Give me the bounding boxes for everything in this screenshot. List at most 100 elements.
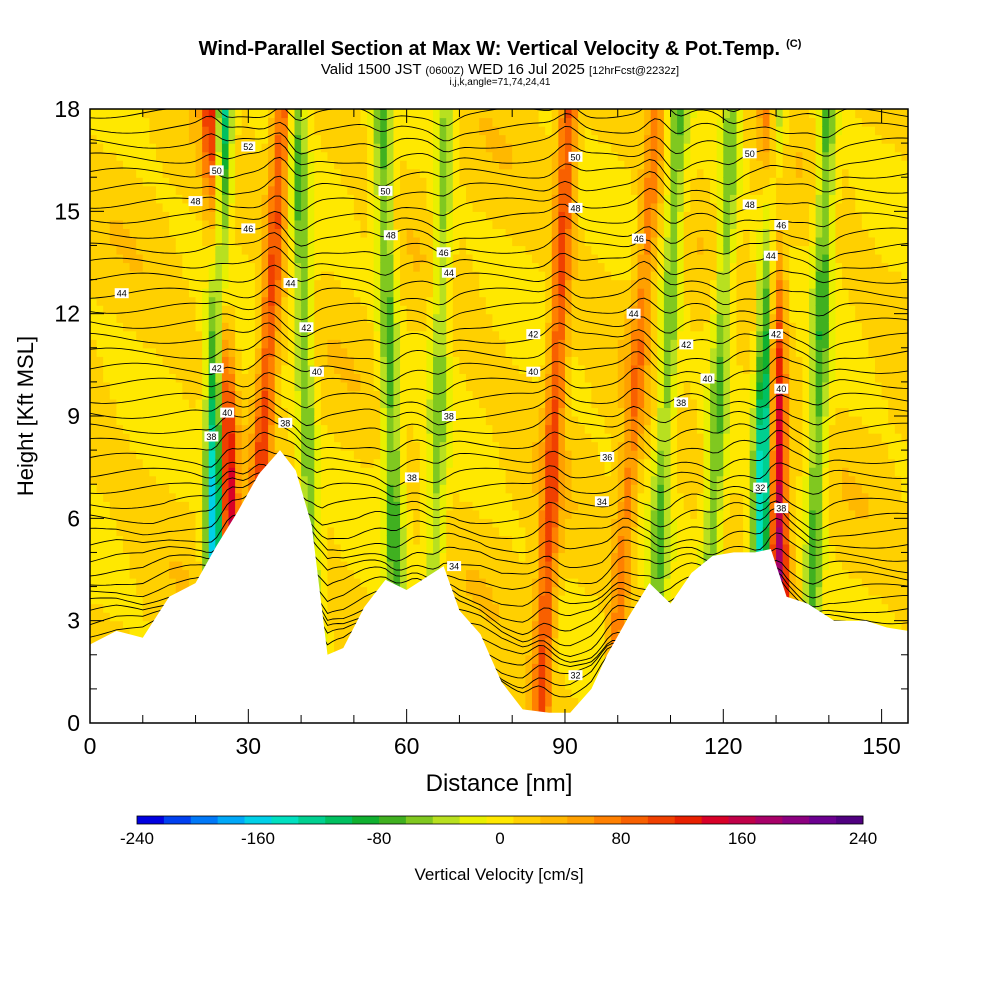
velocity-cell [386, 416, 395, 426]
velocity-cell [142, 526, 150, 536]
velocity-cell [248, 450, 256, 460]
velocity-cell [400, 578, 408, 588]
velocity-cell [353, 322, 362, 332]
velocity-cell [400, 245, 408, 255]
velocity-cell [360, 330, 368, 340]
velocity-cell [413, 381, 421, 392]
velocity-cell [188, 339, 197, 349]
velocity-cell [122, 305, 131, 315]
velocity-cell [182, 262, 190, 272]
velocity-cell [525, 160, 533, 170]
velocity-cell [360, 322, 368, 332]
velocity-cell [301, 202, 309, 212]
velocity-cell [340, 578, 348, 588]
velocity-cell [446, 253, 454, 264]
velocity-cell [182, 305, 190, 315]
velocity-cell [136, 603, 144, 613]
velocity-cell [380, 356, 388, 366]
velocity-cell [215, 236, 223, 247]
velocity-cell [103, 313, 111, 323]
velocity-cell [446, 381, 454, 392]
velocity-cell [472, 509, 480, 519]
velocity-cell [419, 236, 428, 247]
velocity-cell [413, 424, 421, 434]
velocity-cell [208, 279, 216, 289]
velocity-cell [518, 364, 526, 374]
velocity-cell [149, 416, 157, 426]
velocity-cell [122, 595, 131, 605]
velocity-cell [452, 117, 461, 127]
velocity-cell [287, 177, 296, 187]
velocity-cell [301, 467, 309, 477]
velocity-cell [254, 390, 263, 400]
velocity-cell [155, 560, 164, 571]
velocity-cell [419, 467, 428, 477]
velocity-cell [525, 253, 533, 264]
velocity-cell [208, 458, 216, 468]
velocity-cell [188, 245, 197, 255]
velocity-cell [274, 407, 282, 417]
velocity-cell [136, 458, 144, 468]
velocity-cell [485, 416, 494, 426]
velocity-cell [169, 262, 177, 272]
velocity-cell [419, 185, 428, 195]
velocity-cell [116, 134, 124, 144]
velocity-cell [485, 262, 494, 272]
velocity-cell [334, 143, 342, 153]
velocity-cell [393, 364, 401, 374]
velocity-cell [155, 509, 164, 519]
velocity-cell [254, 109, 263, 119]
velocity-cell [301, 245, 309, 255]
velocity-cell [353, 484, 362, 494]
velocity-cell [353, 347, 362, 357]
velocity-cell [531, 484, 540, 494]
velocity-cell [202, 484, 210, 494]
velocity-cell [142, 484, 150, 494]
velocity-cell [169, 271, 177, 281]
velocity-cell [169, 219, 177, 229]
velocity-cell [419, 501, 428, 511]
velocity-cell [314, 373, 322, 383]
velocity-cell [294, 339, 302, 349]
velocity-cell [281, 356, 289, 366]
velocity-cell [287, 433, 296, 443]
velocity-cell [90, 569, 98, 579]
velocity-cell [525, 569, 533, 579]
velocity-cell [248, 271, 256, 281]
velocity-cell [466, 390, 474, 400]
velocity-cell [386, 109, 395, 119]
velocity-cell [241, 271, 249, 281]
velocity-cell [334, 390, 342, 400]
velocity-cell [446, 202, 454, 212]
velocity-cell [254, 279, 263, 289]
velocity-cell [452, 518, 461, 528]
velocity-cell [235, 339, 243, 349]
velocity-cell [162, 330, 170, 340]
velocity-cell [215, 296, 223, 306]
velocity-cell [136, 271, 144, 281]
velocity-cell [446, 160, 454, 170]
velocity-cell [248, 364, 256, 374]
velocity-cell [202, 552, 210, 562]
velocity-cell [320, 364, 329, 374]
velocity-cell [254, 296, 263, 306]
velocity-cell [136, 151, 144, 161]
velocity-cell [208, 467, 216, 477]
velocity-cell [274, 322, 282, 332]
velocity-cell [274, 296, 282, 306]
velocity-cell [512, 347, 520, 357]
velocity-cell [142, 288, 150, 298]
velocity-cell [518, 484, 526, 494]
velocity-cell [320, 475, 329, 485]
velocity-cell [103, 168, 111, 178]
velocity-cell [426, 288, 434, 298]
velocity-cell [439, 313, 447, 323]
velocity-cell [228, 398, 236, 409]
velocity-cell [406, 484, 414, 494]
velocity-cell [327, 160, 335, 170]
velocity-cell [162, 595, 170, 605]
velocity-cell [353, 279, 362, 289]
velocity-cell [254, 330, 263, 340]
velocity-cell [261, 253, 269, 264]
velocity-cell [307, 347, 315, 357]
